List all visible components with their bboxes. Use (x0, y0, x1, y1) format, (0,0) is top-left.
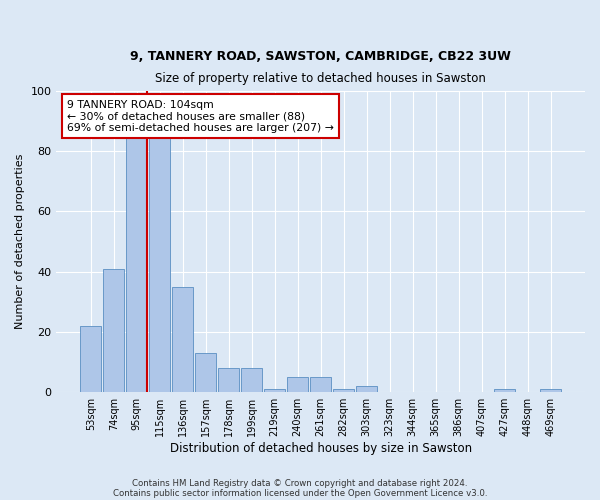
Text: 9 TANNERY ROAD: 104sqm
← 30% of detached houses are smaller (88)
69% of semi-det: 9 TANNERY ROAD: 104sqm ← 30% of detached… (67, 100, 334, 133)
Bar (172, 286, 193, 392)
Bar (540, 389, 561, 392)
Bar (196, 353, 216, 392)
Bar (287, 377, 308, 392)
Bar (149, 106, 170, 392)
Y-axis label: Number of detached properties: Number of detached properties (15, 154, 25, 329)
Text: Contains HM Land Registry data © Crown copyright and database right 2024.: Contains HM Land Registry data © Crown c… (132, 478, 468, 488)
Bar (310, 377, 331, 392)
Text: Size of property relative to detached houses in Sawston: Size of property relative to detached ho… (155, 72, 486, 85)
Bar (356, 386, 377, 392)
Bar (127, 127, 147, 392)
Bar (80, 326, 101, 392)
Bar (241, 368, 262, 392)
Bar (218, 368, 239, 392)
X-axis label: Distribution of detached houses by size in Sawston: Distribution of detached houses by size … (170, 442, 472, 455)
Bar (334, 389, 354, 392)
Bar (494, 389, 515, 392)
Bar (265, 389, 285, 392)
Text: Contains public sector information licensed under the Open Government Licence v3: Contains public sector information licen… (113, 488, 487, 498)
Title: 9, TANNERY ROAD, SAWSTON, CAMBRIDGE, CB22 3UW: 9, TANNERY ROAD, SAWSTON, CAMBRIDGE, CB2… (130, 50, 511, 63)
Bar (103, 268, 124, 392)
